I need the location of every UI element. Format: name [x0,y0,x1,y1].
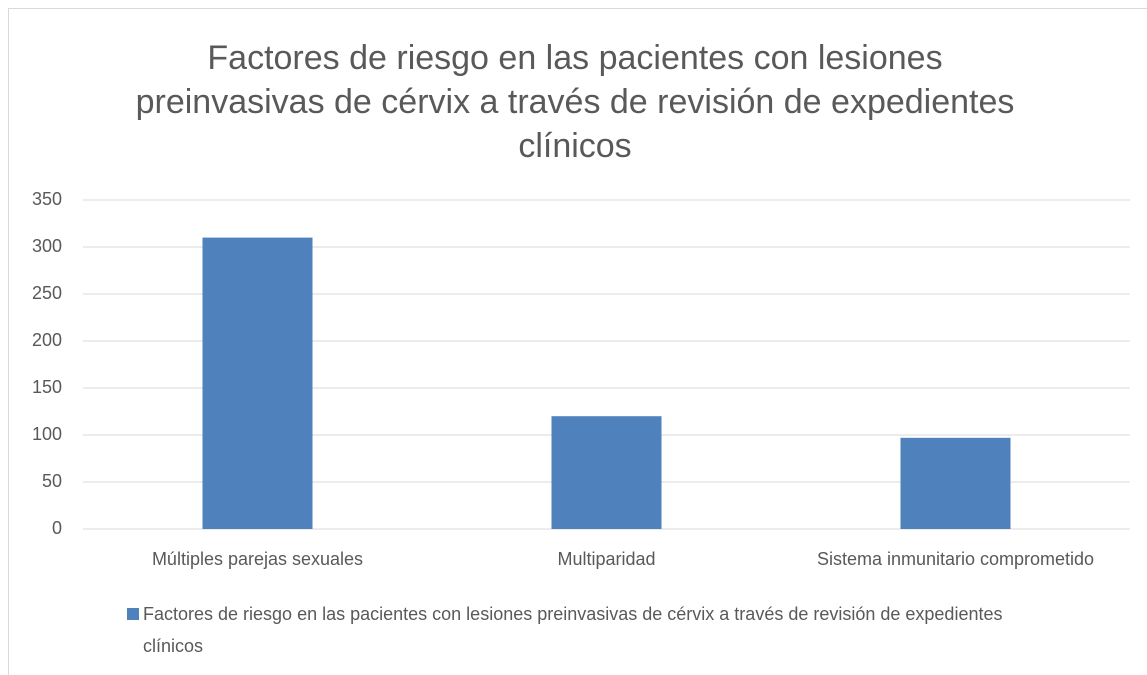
y-tick-label: 50 [42,471,62,491]
y-tick-label: 300 [32,236,62,256]
bar [202,237,313,529]
y-tick-label: 100 [32,424,62,444]
y-tick-label: 150 [32,377,62,397]
y-tick-label: 350 [32,189,62,209]
x-tick-label: Sistema inmunitario comprometido [817,549,1094,569]
x-tick-label: Múltiples parejas sexuales [152,549,363,569]
legend-label: Factores de riesgo en las pacientes con … [143,604,1003,656]
legend-swatch [127,608,139,620]
bar [900,437,1011,529]
y-tick-label: 250 [32,283,62,303]
x-tick-label: Multiparidad [557,549,655,569]
chart-frame [8,8,1147,675]
bar [551,416,662,529]
chart-title: Factores de riesgo en las pacientes con … [135,39,1015,165]
y-tick-label: 200 [32,330,62,350]
y-tick-label: 0 [52,518,62,538]
legend: Factores de riesgo en las pacientes con … [127,598,1067,662]
